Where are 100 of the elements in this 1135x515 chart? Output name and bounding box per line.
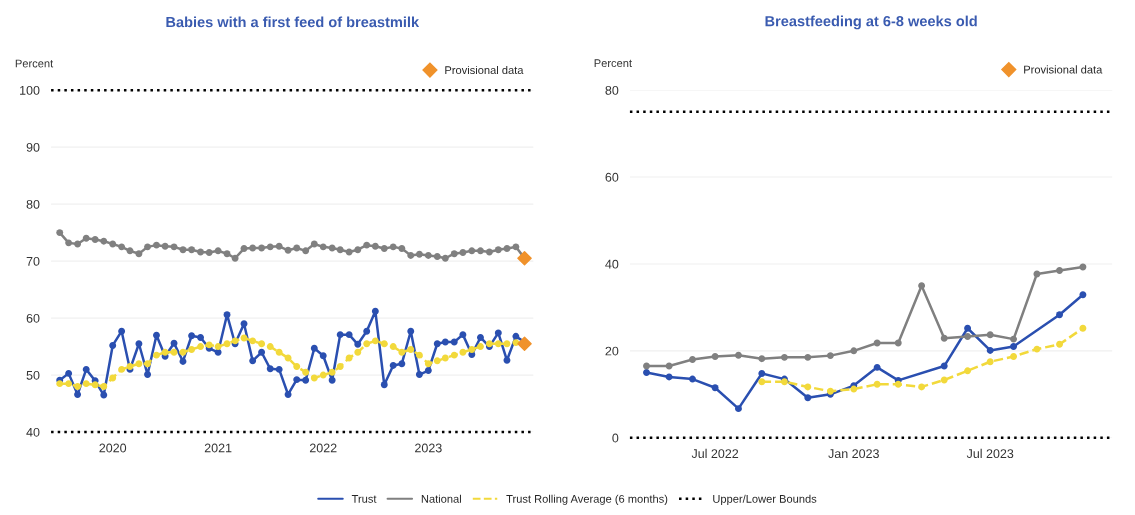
point bbox=[153, 351, 160, 359]
point bbox=[415, 250, 423, 258]
point bbox=[986, 331, 994, 339]
point bbox=[197, 343, 205, 351]
point bbox=[734, 351, 742, 359]
point bbox=[503, 245, 511, 253]
point bbox=[450, 250, 458, 258]
point bbox=[517, 336, 532, 352]
point bbox=[345, 331, 353, 339]
point bbox=[179, 348, 187, 356]
point bbox=[964, 333, 972, 340]
point bbox=[804, 383, 812, 391]
point bbox=[873, 380, 881, 388]
point bbox=[231, 254, 239, 262]
point bbox=[476, 343, 484, 351]
point bbox=[476, 247, 484, 255]
point bbox=[415, 351, 423, 359]
point bbox=[380, 245, 388, 253]
point bbox=[328, 368, 336, 376]
point bbox=[336, 246, 344, 254]
point bbox=[188, 345, 196, 353]
point bbox=[118, 327, 126, 335]
x-tick-label: 2023 bbox=[415, 443, 442, 453]
x-tick-label: 2022 bbox=[309, 443, 337, 453]
point bbox=[804, 394, 812, 402]
point bbox=[758, 378, 766, 386]
point bbox=[223, 340, 231, 348]
point bbox=[964, 367, 972, 375]
point bbox=[918, 282, 926, 290]
point bbox=[284, 246, 292, 254]
point bbox=[161, 348, 169, 356]
point bbox=[275, 348, 283, 356]
point bbox=[1079, 291, 1087, 299]
y-tick-label: 60 bbox=[26, 313, 40, 323]
point bbox=[1010, 353, 1018, 360]
point bbox=[1010, 335, 1018, 343]
point bbox=[205, 249, 213, 257]
point bbox=[459, 348, 467, 356]
point bbox=[918, 383, 926, 391]
point bbox=[144, 371, 152, 378]
point bbox=[91, 235, 99, 243]
point bbox=[65, 239, 73, 247]
point bbox=[118, 365, 126, 373]
x-tick-label: 2020 bbox=[99, 443, 127, 453]
point bbox=[82, 234, 90, 242]
point bbox=[266, 243, 274, 251]
point bbox=[398, 245, 406, 253]
x-tick-label: Jul 2023 bbox=[966, 448, 1014, 459]
x-tick-label: Jul 2022 bbox=[691, 448, 739, 459]
point bbox=[188, 246, 196, 254]
point bbox=[804, 353, 812, 361]
point bbox=[100, 391, 108, 399]
point bbox=[986, 358, 994, 366]
point bbox=[643, 362, 650, 370]
point bbox=[249, 337, 257, 345]
point bbox=[170, 348, 178, 356]
point bbox=[424, 251, 432, 259]
point bbox=[363, 241, 371, 249]
point bbox=[485, 248, 493, 256]
point bbox=[380, 381, 388, 389]
point bbox=[135, 340, 143, 348]
point bbox=[940, 334, 948, 342]
point bbox=[302, 376, 310, 384]
legend-label: Provisional data bbox=[1024, 65, 1103, 74]
point bbox=[940, 376, 948, 384]
point bbox=[424, 360, 432, 368]
y-tick-label: 60 bbox=[605, 172, 619, 182]
point bbox=[328, 244, 336, 252]
point bbox=[433, 340, 441, 348]
point bbox=[319, 352, 327, 360]
point bbox=[197, 334, 205, 341]
point bbox=[494, 329, 502, 337]
point bbox=[144, 243, 152, 251]
point bbox=[179, 246, 187, 254]
point bbox=[459, 331, 467, 339]
point bbox=[407, 345, 415, 353]
y-tick-label: 90 bbox=[26, 142, 40, 152]
point bbox=[1056, 340, 1064, 348]
point bbox=[468, 247, 476, 255]
point bbox=[319, 243, 327, 251]
point bbox=[100, 383, 108, 390]
point bbox=[850, 347, 858, 355]
y-tick-label: 40 bbox=[26, 427, 40, 437]
point bbox=[441, 254, 449, 262]
point bbox=[407, 251, 415, 259]
legend-label: Trust Rolling Average (6 months) bbox=[506, 494, 668, 505]
point bbox=[336, 363, 344, 371]
point bbox=[1056, 266, 1064, 274]
point bbox=[424, 367, 432, 374]
point bbox=[336, 331, 344, 339]
point bbox=[711, 384, 719, 392]
point bbox=[398, 360, 406, 368]
point bbox=[135, 250, 143, 258]
point bbox=[494, 340, 502, 348]
chart-title: Breastfeeding at 6-8 weeks old bbox=[765, 15, 977, 30]
point bbox=[144, 360, 152, 368]
point bbox=[275, 242, 283, 250]
y-tick-label: 80 bbox=[26, 199, 40, 209]
point bbox=[826, 352, 834, 360]
point bbox=[468, 345, 476, 353]
